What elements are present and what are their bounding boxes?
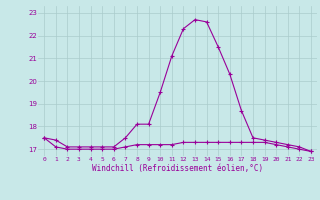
X-axis label: Windchill (Refroidissement éolien,°C): Windchill (Refroidissement éolien,°C) (92, 164, 263, 173)
